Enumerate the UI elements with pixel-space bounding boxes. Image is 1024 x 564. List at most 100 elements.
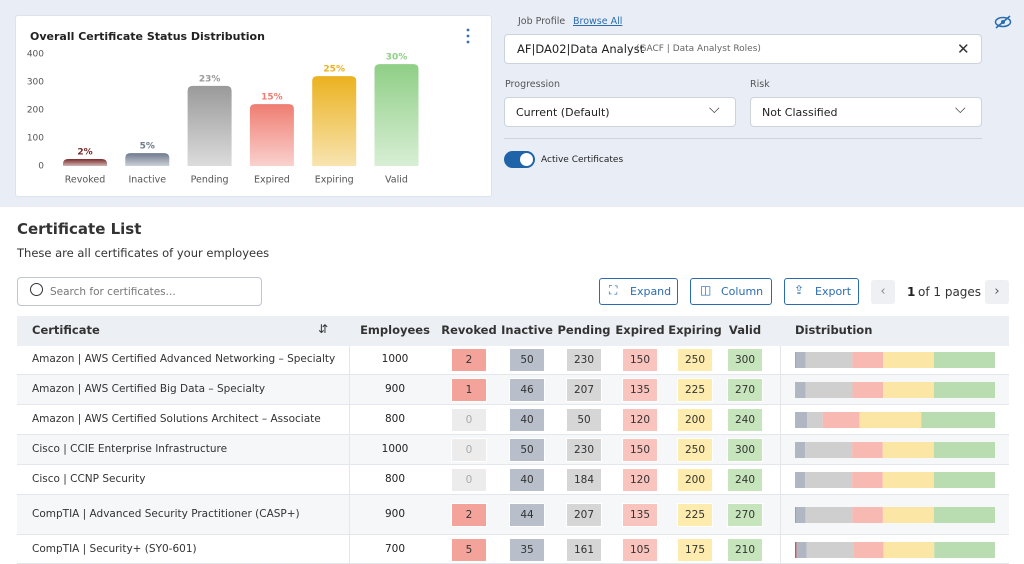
search-box[interactable]: Search for certificates... — [17, 277, 262, 306]
job-value: AF|DA02|Data Analyst — [517, 42, 645, 56]
y-tick-label: 100 — [27, 134, 44, 144]
status-cell: 105 — [622, 537, 658, 562]
column-header: Certificate — [32, 323, 100, 337]
status-cell: 135 — [622, 378, 658, 402]
status-cell: 240 — [727, 468, 763, 492]
status-cell: 250 — [677, 348, 713, 372]
job-label: Job Profile — [518, 16, 566, 27]
status-value: 240 — [734, 414, 756, 426]
status-value: 175 — [684, 543, 706, 556]
employees: 900 — [384, 508, 406, 520]
distribution-segment — [805, 507, 853, 523]
menu[interactable] — [466, 28, 470, 44]
clear-icon[interactable]: ✕ — [957, 40, 970, 58]
status-cell: 240 — [727, 408, 763, 432]
status-value: 50 — [520, 354, 534, 366]
distribution — [795, 507, 995, 523]
status-value: 230 — [573, 354, 595, 366]
status-cell: 225 — [677, 503, 713, 527]
button[interactable]: ⇪ Export — [784, 278, 859, 305]
status-value: 200 — [684, 414, 706, 426]
sort-icon[interactable]: ⇵ — [318, 322, 329, 336]
distribution-segment — [852, 442, 883, 458]
certificate-name: Cisco | CCNP Security — [32, 473, 146, 485]
bar — [312, 76, 357, 166]
page-current: 1 — [907, 285, 916, 299]
status-cell: 207 — [566, 503, 602, 527]
status-cell: 50 — [509, 438, 545, 462]
status-value: 207 — [573, 384, 595, 396]
status-cell: 0 — [451, 438, 487, 462]
bar — [63, 159, 107, 166]
button-icon: ◫ — [700, 283, 712, 297]
col-divider — [780, 346, 781, 564]
certificate-name: CompTIA | Security+ (SY0-601) — [32, 542, 197, 555]
status-value: 2 — [465, 354, 473, 366]
status-cell: 230 — [566, 348, 602, 372]
status-cell: 50 — [566, 408, 602, 432]
distribution-segment — [796, 541, 807, 558]
status-value: 5 — [465, 543, 473, 556]
list-title: Certificate List — [17, 220, 142, 238]
employees: 1000 — [381, 443, 409, 455]
distribution-segment — [933, 442, 995, 458]
row-line — [17, 404, 1009, 405]
progression-select[interactable]: Current (Default) ⌵ — [504, 97, 736, 127]
status-cell: 207 — [566, 378, 602, 402]
distribution — [795, 352, 995, 368]
risk-select[interactable]: Not Classified ⌵ — [750, 97, 982, 127]
status-cell: 44 — [509, 503, 545, 527]
bar-label: 15% — [261, 93, 283, 103]
column-header: Distribution — [795, 323, 873, 337]
select-value: Not Classified — [762, 106, 838, 119]
job-input[interactable]: AF|DA02|Data Analyst (GACF | Data Analyst… — [504, 34, 982, 64]
toggle[interactable] — [504, 151, 535, 168]
distribution-segment — [795, 442, 806, 458]
next-page[interactable]: › — [985, 280, 1009, 304]
status-value: 300 — [734, 444, 756, 456]
chart-title: Overall Certificate Status Distribution — [30, 30, 265, 43]
status-cell: 200 — [677, 408, 713, 432]
status-value: 210 — [734, 543, 756, 556]
x-tick-label: Revoked — [65, 175, 106, 186]
status-cell: 40 — [509, 468, 545, 492]
certificate-name: Cisco | CCIE Enterprise Infrastructure — [32, 443, 228, 455]
column-header: Expired — [615, 323, 665, 337]
distribution-segment — [795, 412, 808, 428]
status-value: 150 — [629, 354, 651, 366]
button[interactable]: ◫ Column — [690, 278, 772, 305]
button[interactable]: ⛶ Expand — [599, 278, 678, 305]
chart: Overall Certificate Status Distribution … — [27, 28, 470, 186]
status-cell: 300 — [727, 348, 763, 372]
y-tick-label: 300 — [27, 78, 44, 88]
status-value: 35 — [520, 543, 534, 556]
risk-label: Risk — [750, 79, 770, 90]
search-icon — [30, 283, 43, 296]
bar — [249, 104, 294, 166]
hide-icon[interactable] — [994, 14, 1012, 30]
table-header — [17, 316, 1009, 346]
prev-page[interactable]: ‹ — [871, 280, 895, 304]
browse-link[interactable]: Browse All — [573, 16, 623, 27]
bar-label: 30% — [386, 53, 408, 63]
distribution-segment — [795, 382, 806, 398]
status-value: 50 — [577, 414, 591, 426]
distribution — [795, 541, 995, 558]
status-cell: 175 — [677, 537, 713, 562]
status-cell: 150 — [622, 438, 658, 462]
distribution — [795, 382, 995, 398]
status-cell: 270 — [727, 378, 763, 402]
status-value: 1 — [465, 384, 473, 396]
status-value: 240 — [734, 474, 756, 486]
distribution-segment — [822, 412, 860, 428]
status-cell: 250 — [677, 438, 713, 462]
distribution-segment — [883, 541, 935, 558]
column-header: Expiring — [668, 323, 722, 337]
status-value: 44 — [520, 509, 534, 521]
distribution-segment — [882, 352, 934, 368]
divider — [504, 138, 982, 139]
status-cell: 46 — [509, 378, 545, 402]
distribution-segment — [806, 541, 854, 558]
status-cell: 135 — [622, 503, 658, 527]
